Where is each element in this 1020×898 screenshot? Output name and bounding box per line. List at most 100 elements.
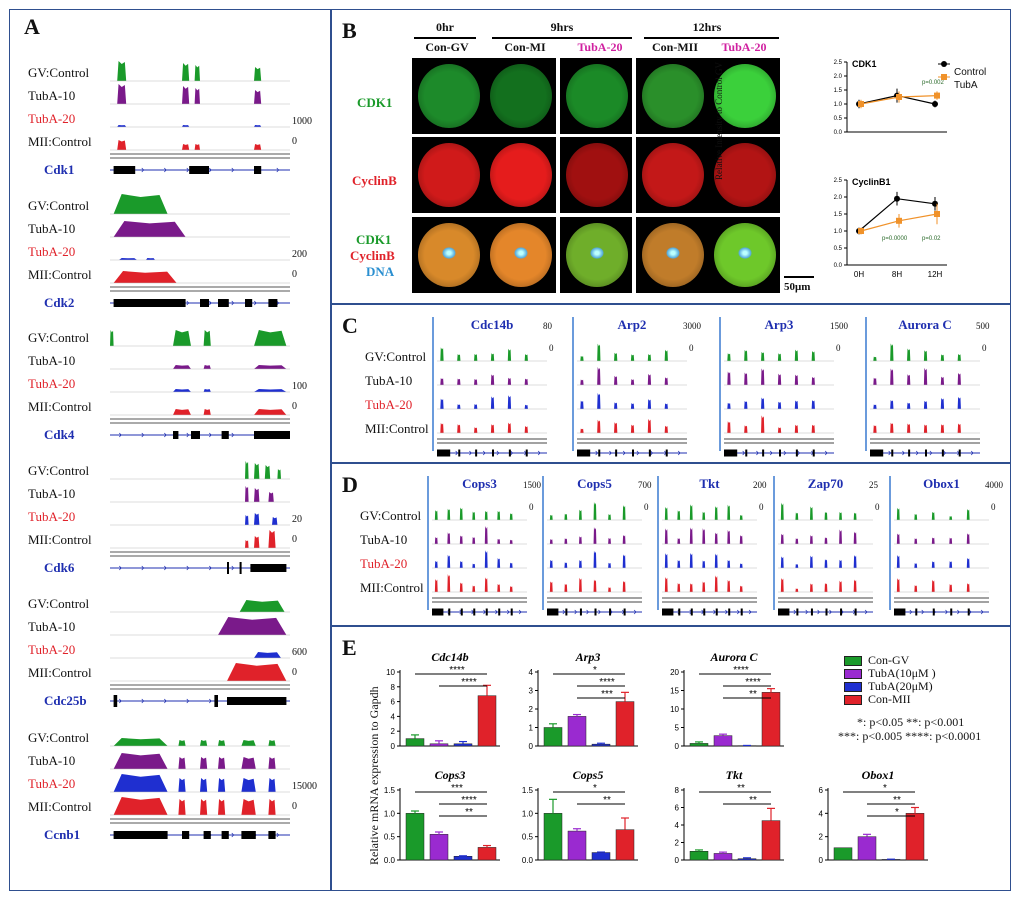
panel_d-Zap70-gene-model-arrow — [793, 609, 797, 615]
b-xtick-label: 8H — [892, 270, 902, 279]
cond-tuba20-b: TubA-20 — [721, 40, 767, 54]
a-Ccnb1-track-2 — [110, 774, 290, 792]
panel_d-Tkt-track-3 — [662, 575, 757, 592]
panel-b-label: B — [342, 18, 357, 43]
panel_c-Aurora C-gene-model-exon — [874, 449, 877, 457]
a-Cdk2-gene-model-arrow — [254, 300, 257, 306]
a-track-label: TubA-20 — [28, 776, 76, 791]
e-sig-stars: * — [883, 783, 887, 794]
panel_d-Cops5-track-0 — [547, 502, 642, 520]
e-chart-title: Obox1 — [862, 768, 895, 782]
b-pvalue: p=0.002 — [922, 80, 945, 86]
b-ytick-label: 1.0 — [834, 229, 843, 235]
panel_d-Tkt-gene-model-exon — [690, 608, 693, 616]
a-Cdk4-gene-model-arrow — [164, 432, 167, 438]
a-Cdc25b-track-2 — [110, 652, 290, 658]
a-Cdc25b-gene-model-arrow — [186, 698, 190, 704]
panel-a-label: A — [24, 14, 40, 39]
e-ytick-label: 4 — [819, 809, 824, 818]
panel_d-Obox1-gene-model-arrow — [980, 609, 984, 615]
panel_d-Cops3-track-1 — [432, 526, 527, 544]
b-legend-tuba: TubA — [954, 80, 978, 91]
panel_d-scale-max: 700 — [638, 480, 652, 490]
a-scale-max: 100 — [292, 381, 307, 392]
a-Cdk1-gene-model-arrow — [141, 167, 145, 173]
a-Cdk2-gene-model-arrow — [231, 300, 235, 306]
e-sig-stars: **** — [745, 677, 761, 688]
e-ytick-label: 15 — [670, 687, 679, 696]
a-Cdk4-track-3 — [110, 409, 290, 415]
panel_d-gene-name: Tkt — [699, 476, 720, 491]
e-sig-stars: ** — [737, 783, 745, 794]
a-Cdk6-gene-model-exon — [227, 562, 229, 574]
panel_c-Arp2-gene-model-arrow — [622, 450, 626, 456]
panel_c-Cdc14b-gene-model-arrow — [496, 450, 500, 456]
e-ytick-label: 0.0 — [384, 856, 396, 865]
a-Cdk1-track-3 — [110, 140, 290, 150]
panel_d-Tkt-track-1 — [662, 527, 757, 544]
scalebar — [784, 276, 814, 278]
oocyte — [566, 64, 628, 128]
dna-spot — [590, 247, 604, 259]
panel_c-Arp2-gene-model-arrow — [636, 450, 640, 456]
a-Cdk2-gene-model-exon — [245, 299, 253, 307]
a-gene-name: Cdk2 — [44, 295, 75, 310]
panel_d-Cops3-gene-model-exon — [485, 608, 488, 616]
panel_c-scale-min: 0 — [549, 343, 554, 353]
a-Ccnb1-gene-model-exon — [203, 831, 211, 839]
e-chart-title: Cops3 — [435, 768, 466, 782]
panel_c-Arp2-gene-model-exon — [615, 449, 618, 457]
cond-tuba20-a: TubA-20 — [577, 40, 623, 54]
e-ytick-label: 2 — [675, 839, 680, 848]
panel_d-track-label: TubA-10 — [360, 532, 408, 547]
panel_d-Cops5-gene-model-arrow — [586, 609, 590, 615]
e-legend-swatch — [844, 669, 862, 680]
panel_d-Obox1-gene-model-arrow — [968, 609, 972, 615]
e-chart-title: Cops5 — [573, 768, 604, 782]
panel_d-scale-max: 4000 — [985, 480, 1003, 490]
a-Cdc25b-gene-model-arrow — [164, 698, 167, 704]
timepoint-bar-12 — [644, 37, 779, 39]
panel_d-Tkt-gene-model-exon — [665, 608, 668, 616]
panel_d-Cops5-track-2 — [547, 550, 642, 568]
cond-con-mii: Con-MII — [651, 40, 698, 54]
a-track-label: GV:Control — [28, 463, 90, 478]
panel_d-scale-min: 0 — [759, 502, 764, 512]
a-track-label: GV:Control — [28, 730, 90, 745]
b-ytick-label: 2.5 — [834, 60, 843, 66]
a-Cdk6-gene-model-exon — [250, 564, 287, 572]
panel_c-gene-name: Aurora C — [898, 317, 952, 332]
e-legend-item: TubA(10μM ) — [844, 666, 936, 681]
oocyte — [418, 64, 480, 128]
e-bar-Cops3-1 — [429, 834, 449, 861]
panel_c-Arp2-gene-model-arrow — [609, 450, 612, 456]
panel_c-Aurora C-gene-model-exon — [891, 449, 894, 457]
a-track-label: TubA-20 — [28, 111, 76, 126]
e-sig-stars: * — [895, 807, 899, 818]
oocyte — [566, 143, 628, 207]
panel_c-Cdc14b-gene-model-exon — [508, 449, 511, 457]
panel_c-Arp3-gene-model-arrow — [797, 450, 801, 456]
e-bar-Aurora C-3 — [761, 692, 781, 747]
panel_c-Aurora C-gene-model-exon — [870, 449, 884, 457]
a-Cdc25b-gene-model-exon — [227, 697, 287, 705]
a-scale-max: 1000 — [292, 116, 312, 127]
timepoint-0hr: 0hr — [436, 20, 454, 34]
panel_c-Cdc14b-gene-model-arrow — [469, 450, 472, 456]
panel_d-Cops3-gene-model-exon — [435, 608, 438, 616]
a-gene-name: Cdk1 — [44, 162, 75, 177]
e-ytick-label: 0 — [529, 742, 534, 751]
a-Cdc25b-track-1 — [110, 617, 290, 635]
panel_d-track-label: MII:Control — [360, 580, 424, 595]
e-ytick-label: 6 — [675, 804, 680, 813]
panel_d-Zap70-gene-model-exon — [810, 608, 813, 616]
b-legend-marker-control — [941, 61, 947, 67]
a-Cdk1-track-1 — [110, 84, 290, 104]
panel_d-Zap70-gene-model-exon — [781, 608, 784, 616]
micrograph-r2-c3 — [636, 217, 708, 293]
panel-b-plots: 0.0 0.5 1.0 1.5 2.0 2.5 CDK1 p=0.002 0.0 0.5 1.0 1.… — [834, 59, 950, 279]
b-xtick-label: 12H — [928, 270, 943, 279]
e-ytick-label: 0 — [819, 856, 824, 865]
panel_d-Obox1-gene-model-arrow — [909, 609, 913, 615]
panel_d-Cops5-track-1 — [547, 527, 642, 544]
